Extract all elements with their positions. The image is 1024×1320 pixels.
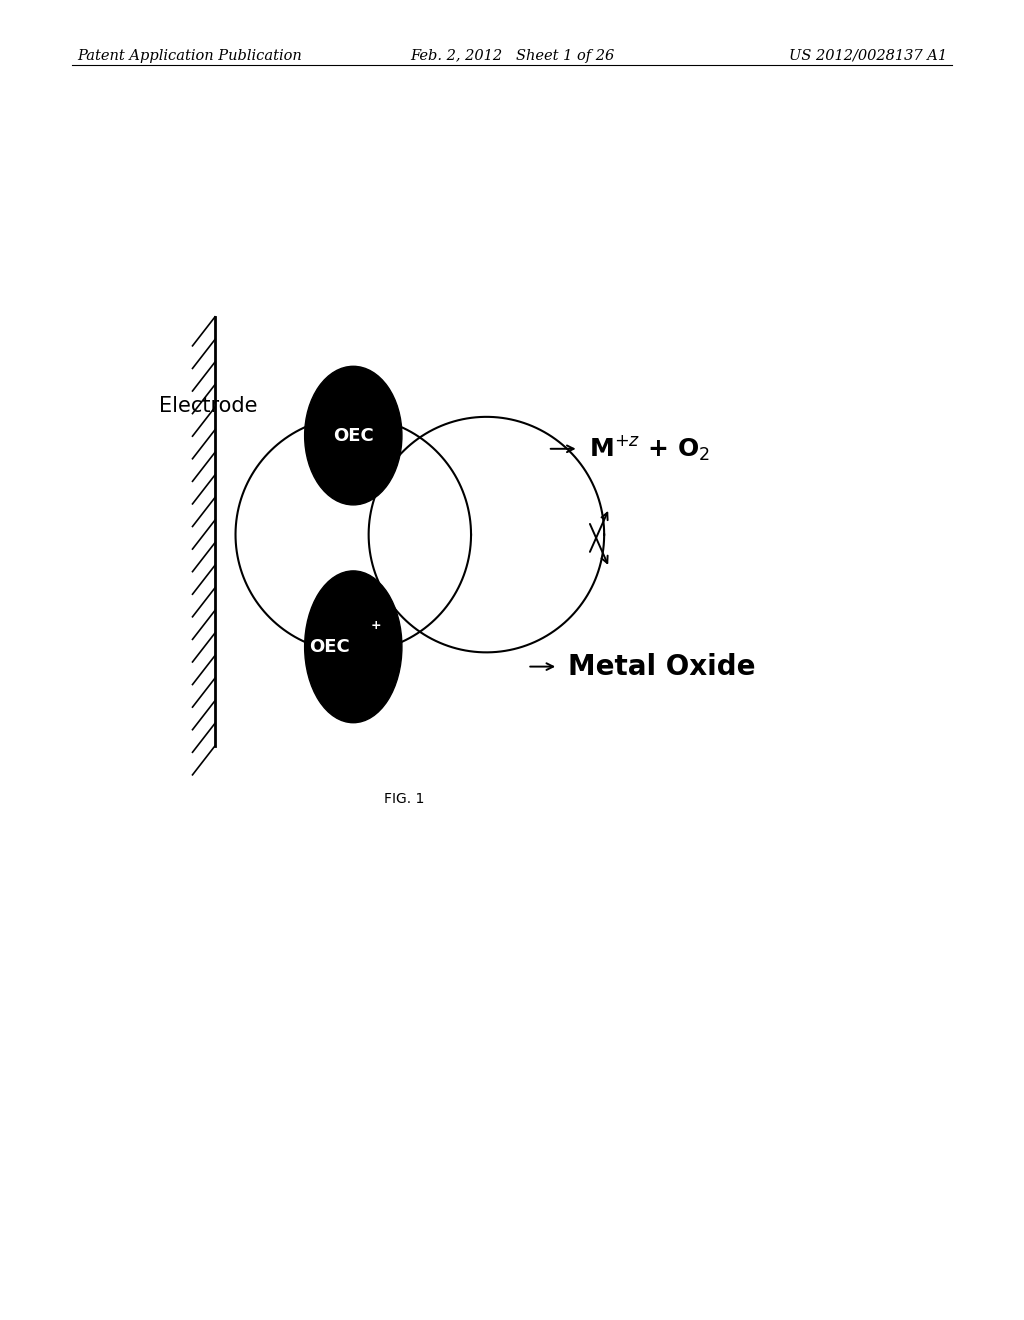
Text: +: + [371,619,381,632]
Text: OEC: OEC [333,426,374,445]
Text: FIG. 1: FIG. 1 [384,792,425,805]
Text: Electrode: Electrode [159,396,257,416]
Text: Feb. 2, 2012   Sheet 1 of 26: Feb. 2, 2012 Sheet 1 of 26 [410,49,614,63]
Text: Metal Oxide: Metal Oxide [568,652,756,681]
Text: M$^{+z}$ + O$_2$: M$^{+z}$ + O$_2$ [589,434,710,463]
Ellipse shape [305,366,401,504]
Text: OEC: OEC [309,638,350,656]
Text: Patent Application Publication: Patent Application Publication [77,49,301,63]
Text: US 2012/0028137 A1: US 2012/0028137 A1 [790,49,947,63]
Ellipse shape [305,570,401,722]
